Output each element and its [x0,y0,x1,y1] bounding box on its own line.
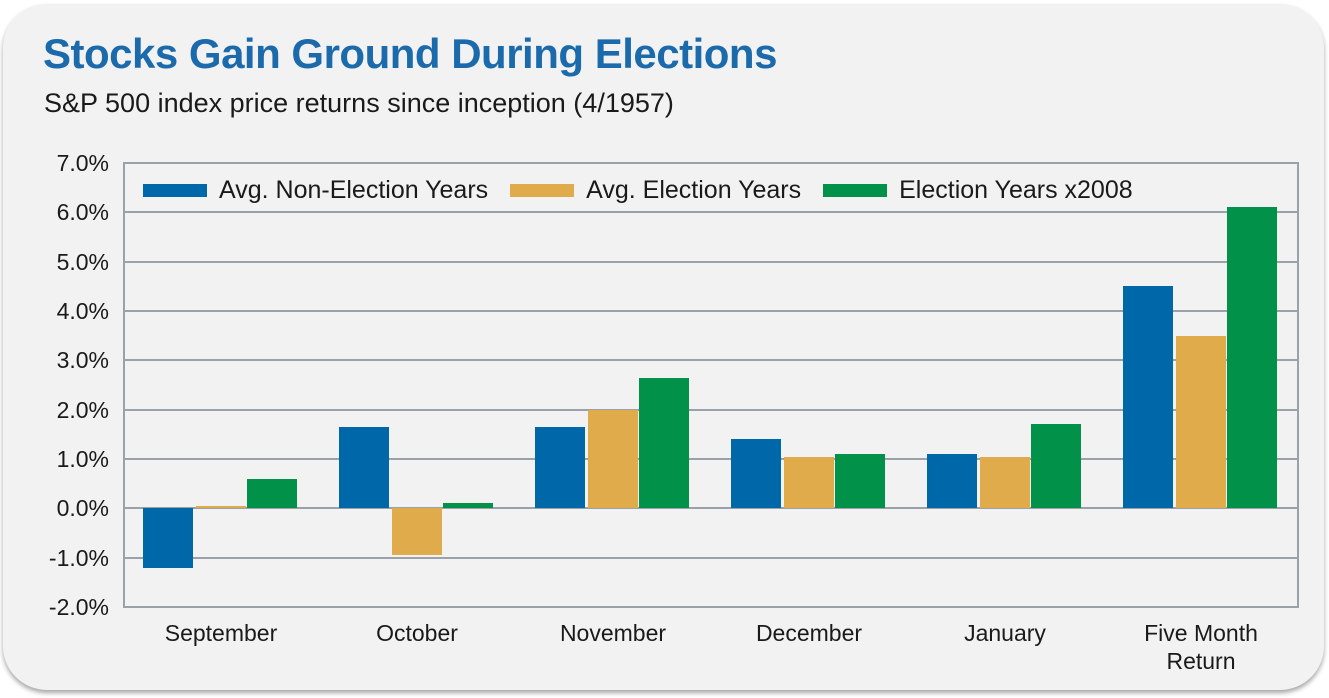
gridline [123,309,1299,312]
legend-label: Election Years x2008 [899,176,1133,204]
bar [730,439,781,509]
y-tick-label: -2.0% [48,594,109,620]
x-tick-label: December [755,620,863,646]
y-tick-label: 1.0% [56,446,109,472]
x-tick-label: September [164,620,278,646]
gridline [123,556,1299,559]
bar [142,508,193,568]
bar [534,426,585,509]
legend-swatch [823,184,888,197]
category-group [123,163,319,607]
category-group [907,163,1103,607]
legend: Avg. Non-Election Years Avg. Election Yea… [143,176,1155,205]
bar [783,456,834,509]
bar [1175,335,1226,509]
gridline [123,162,1299,164]
chart-card: Stocks Gain Ground During Elections S&P … [3,4,1324,690]
legend-swatch [510,184,575,197]
chart-title: Stocks Gain Ground During Elections [43,30,777,77]
category-group [1103,163,1299,607]
bar [1227,207,1278,509]
gridline [123,507,1299,510]
bar [587,409,638,509]
plot-right-border [1297,163,1299,607]
bar [247,478,298,509]
x-tick-label: January [964,620,1046,646]
gridline [123,260,1299,263]
plot-left-border [123,163,125,607]
x-tick-label: November [559,620,667,646]
legend-label: Avg. Non-Election Years [219,176,489,204]
legend-item: Election Years x2008 [823,176,1133,205]
y-tick-label: 7.0% [56,150,109,176]
gridline [123,359,1299,362]
legend-item: Avg. Election Years [510,176,801,205]
bar [195,505,246,509]
y-tick-label: 2.0% [56,396,109,423]
y-tick-label: 4.0% [56,298,109,324]
bar [443,503,494,509]
y-tick-label: 6.0% [56,199,109,226]
y-tick-label: 5.0% [56,248,109,275]
chart-subtitle: S&P 500 index price returns since incept… [44,88,674,118]
gridline [123,457,1299,460]
legend-item: Avg. Non-Election Years [143,176,488,205]
bar [835,454,886,509]
gridline [123,211,1299,214]
y-tick-label: -1.0% [48,544,109,571]
gridline [123,408,1299,411]
bar [1122,286,1173,509]
gridline [123,606,1299,608]
bar [926,454,977,509]
y-tick-label: 3.0% [56,347,109,374]
plot-area: Avg. Non-Election Years Avg. Election Yea… [123,162,1299,608]
bar [979,456,1030,509]
x-tick-label: Five Month Return [1144,620,1258,674]
x-tick-label: October [376,620,458,646]
category-group [515,163,711,607]
y-tick-label: 0.0% [56,495,109,522]
bar [391,508,442,556]
bar [639,377,690,509]
bar [1031,424,1082,509]
legend-label: Avg. Election Years [586,176,802,204]
category-group [711,163,907,607]
category-group [319,163,515,607]
legend-swatch [143,184,207,197]
bar [338,426,389,509]
